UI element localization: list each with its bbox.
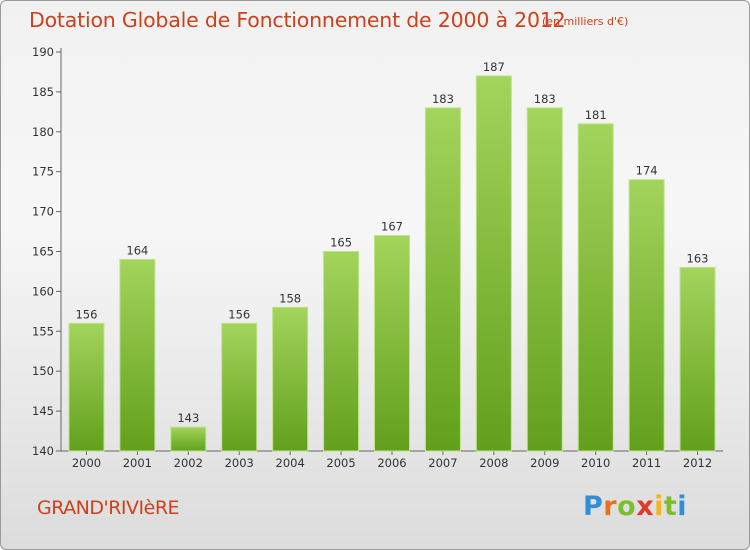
- bar-value-label: 163: [687, 251, 709, 265]
- bar-2003: [221, 322, 258, 452]
- axes: 140 145 150 155 160 165 170 175 180 185 190: [32, 45, 723, 458]
- x-tick-label: 2000: [72, 456, 101, 470]
- bar-2007: [424, 107, 461, 452]
- y-tick-label: 160: [32, 284, 54, 298]
- bar-2004: [272, 306, 309, 452]
- y-tick-label: 140: [32, 444, 54, 458]
- x-tick-label: 2001: [123, 456, 152, 470]
- y-tick-label: 190: [32, 45, 54, 59]
- x-tick-label: 2004: [276, 456, 305, 470]
- commune-name: GRAND'RIVIèRE: [37, 497, 180, 519]
- y-tick-label: 170: [32, 205, 54, 219]
- y-tick-label: 180: [32, 125, 54, 139]
- bar-value-label: 183: [432, 92, 454, 106]
- labels-group: 2000 156 2001 164 2002 143 2003 156 2004 158 2005 1…: [72, 60, 712, 470]
- bar-2012: [679, 266, 716, 452]
- bar-value-label: 156: [228, 307, 250, 321]
- x-tick-label: 2007: [428, 456, 457, 470]
- x-tick-label: 2005: [326, 456, 355, 470]
- chart-title: Dotation Globale de Fonctionnement de 20…: [29, 8, 566, 32]
- x-tick-label: 2002: [174, 456, 203, 470]
- bar-2002: [170, 426, 207, 452]
- y-tick-label: 155: [32, 324, 54, 338]
- bar-value-label: 156: [75, 307, 97, 321]
- bar-2008: [475, 75, 512, 452]
- unit-note: (en milliers d'€): [542, 15, 629, 28]
- x-tick-label: 2011: [632, 456, 661, 470]
- x-tick-label: 2012: [683, 456, 712, 470]
- y-tick-label: 175: [32, 165, 54, 179]
- y-tick-label: 185: [32, 85, 54, 99]
- bar-value-label: 187: [483, 60, 505, 74]
- bar-value-label: 143: [177, 411, 199, 425]
- bar-value-label: 167: [381, 220, 403, 234]
- bar-value-label: 174: [636, 164, 658, 178]
- proxiti-logo[interactable]: Proxiti: [583, 491, 688, 522]
- x-tick-label: 2009: [530, 456, 559, 470]
- bar-value-label: 164: [126, 243, 148, 257]
- x-tick-label: 2008: [479, 456, 508, 470]
- bar-2006: [374, 235, 410, 452]
- x-tick-label: 2003: [225, 456, 254, 470]
- bar-2009: [526, 107, 563, 452]
- bar-value-label: 158: [279, 291, 301, 305]
- x-tick-label: 2010: [581, 456, 610, 470]
- bars-group: [68, 75, 716, 452]
- bar-value-label: 181: [585, 108, 607, 122]
- y-tick-label: 165: [32, 245, 54, 259]
- y-tick-label: 150: [32, 364, 54, 378]
- bar-2005: [323, 251, 360, 452]
- bar-2010: [577, 123, 614, 452]
- bar-value-label: 183: [534, 92, 556, 106]
- bar-2000: [68, 322, 105, 452]
- y-tick-label: 145: [32, 404, 54, 418]
- x-tick-label: 2006: [377, 456, 406, 470]
- bar-value-label: 165: [330, 236, 352, 250]
- bar-2001: [119, 258, 156, 452]
- bar-2011: [628, 179, 665, 452]
